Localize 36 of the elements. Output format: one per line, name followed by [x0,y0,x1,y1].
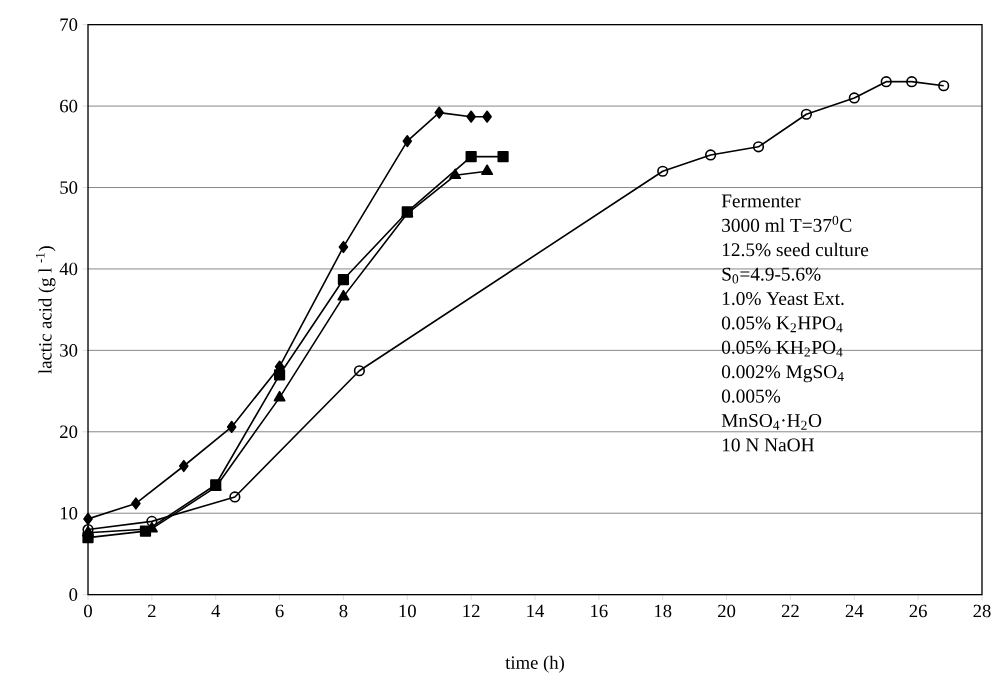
y-tick-label: 70 [60,18,78,31]
x-tick-label: 14 [527,604,545,618]
y-tick-label: 10 [60,506,78,520]
x-axis-title: time (h) [505,655,564,673]
x-tick-label: 2 [148,604,156,618]
y-tick-label: 60 [60,99,78,113]
y-tick-label: 20 [60,425,78,439]
annotation: 10 N NaOH [722,438,815,452]
x-tick-label: 28 [973,604,991,618]
x-tick-label: 22 [781,604,799,618]
annotation: 12.5% seed culture [722,242,869,257]
x-tick-label: 24 [845,604,864,618]
x-tick-label: 16 [591,604,608,618]
annotation: 0.005% [721,389,781,403]
x-tick-label: 26 [909,604,927,618]
annotation: 0.05% KH$_{2}$PO$_{4}$ [721,340,843,357]
x-tick-label: 6 [275,604,284,618]
x-tick-label: 12 [463,604,480,618]
annotation: 3000 ml T=37$^{0}$C [722,215,852,232]
y-tick-label: 40 [59,262,78,276]
y-tick-label: 50 [60,181,78,194]
y-tick-label: 0 [69,588,78,601]
y-axis-title: lactic acid (g l $^{-1}$) [35,246,56,374]
annotation: MnSO$_{4}$·H$_{2}$O [721,414,822,430]
x-tick-label: 18 [655,604,672,618]
annotation: 0.002% MgSO$_{4}$ [721,365,844,383]
x-tick-label: 4 [211,604,221,617]
annotation: 1.0% Yeast Ext. [722,292,844,306]
y-tick-label: 30 [60,344,78,357]
x-tick-label: 10 [399,604,416,618]
annotation: 0.05% K$_{2}$HPO$_{4}$ [721,316,843,333]
x-tick-label: 20 [718,604,736,618]
x-tick-label: 0 [84,604,92,618]
x-tick-label: 8 [339,604,348,618]
annotation: S$_{0}$=4.9-5.6% [722,267,821,284]
annotation: Fermenter [721,194,801,208]
